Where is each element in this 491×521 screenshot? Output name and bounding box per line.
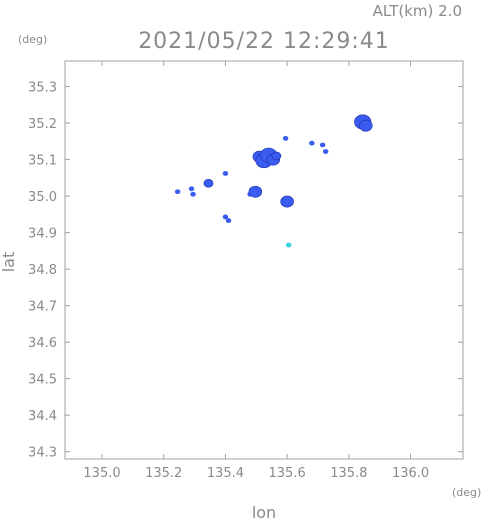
echo-point: [190, 191, 196, 197]
echo-point: [174, 189, 181, 195]
echo-point: [222, 214, 229, 220]
x-axis-unit: (deg): [452, 486, 481, 499]
echo-point: [319, 142, 326, 148]
y-tick-label: 35.0: [28, 190, 57, 205]
echo-point: [248, 185, 263, 198]
echo-point: [271, 151, 282, 161]
y-tick-label: 34.6: [28, 336, 57, 351]
echo-point: [309, 140, 315, 146]
echo-point: [222, 171, 229, 176]
x-tick-label: 135.0: [83, 466, 120, 481]
x-tick-label: 135.8: [330, 466, 367, 481]
echo-point: [282, 136, 289, 141]
altitude-label: ALT(km) 2.0: [373, 2, 462, 20]
y-tick-label: 34.3: [28, 446, 57, 461]
echo-point: [359, 119, 373, 132]
y-tick-label: 34.7: [28, 300, 57, 315]
echo-point: [188, 186, 195, 192]
echo-point: [225, 218, 232, 223]
y-axis-unit: (deg): [18, 33, 47, 46]
y-tick-label: 34.9: [28, 227, 57, 242]
chart-datetime: 2021/05/22 12:29:41: [138, 29, 390, 54]
y-tick-label: 35.3: [28, 81, 57, 96]
y-tick-label: 34.4: [28, 409, 57, 424]
x-axis-title: lon: [252, 503, 276, 521]
echo-point: [322, 149, 329, 154]
axis-ticks: 135.0 135.2 135.4 135.6 135.8 136.0 34.3 34.4 34…: [28, 61, 463, 481]
x-tick-label: 136.0: [392, 466, 429, 481]
y-tick-label: 35.1: [28, 154, 57, 169]
y-axis-title: lat: [0, 252, 18, 273]
x-tick-label: 135.2: [145, 466, 182, 481]
plot-area: [64, 60, 464, 460]
y-tick-label: 34.8: [28, 263, 57, 278]
y-tick-label: 34.5: [28, 373, 57, 388]
echo-point: [280, 195, 294, 208]
echo-point: [285, 242, 292, 248]
echo-points: [174, 114, 373, 248]
x-tick-label: 135.4: [207, 466, 244, 481]
y-tick-label: 35.2: [28, 117, 57, 132]
x-tick-label: 135.6: [269, 466, 306, 481]
echo-point: [203, 179, 214, 188]
